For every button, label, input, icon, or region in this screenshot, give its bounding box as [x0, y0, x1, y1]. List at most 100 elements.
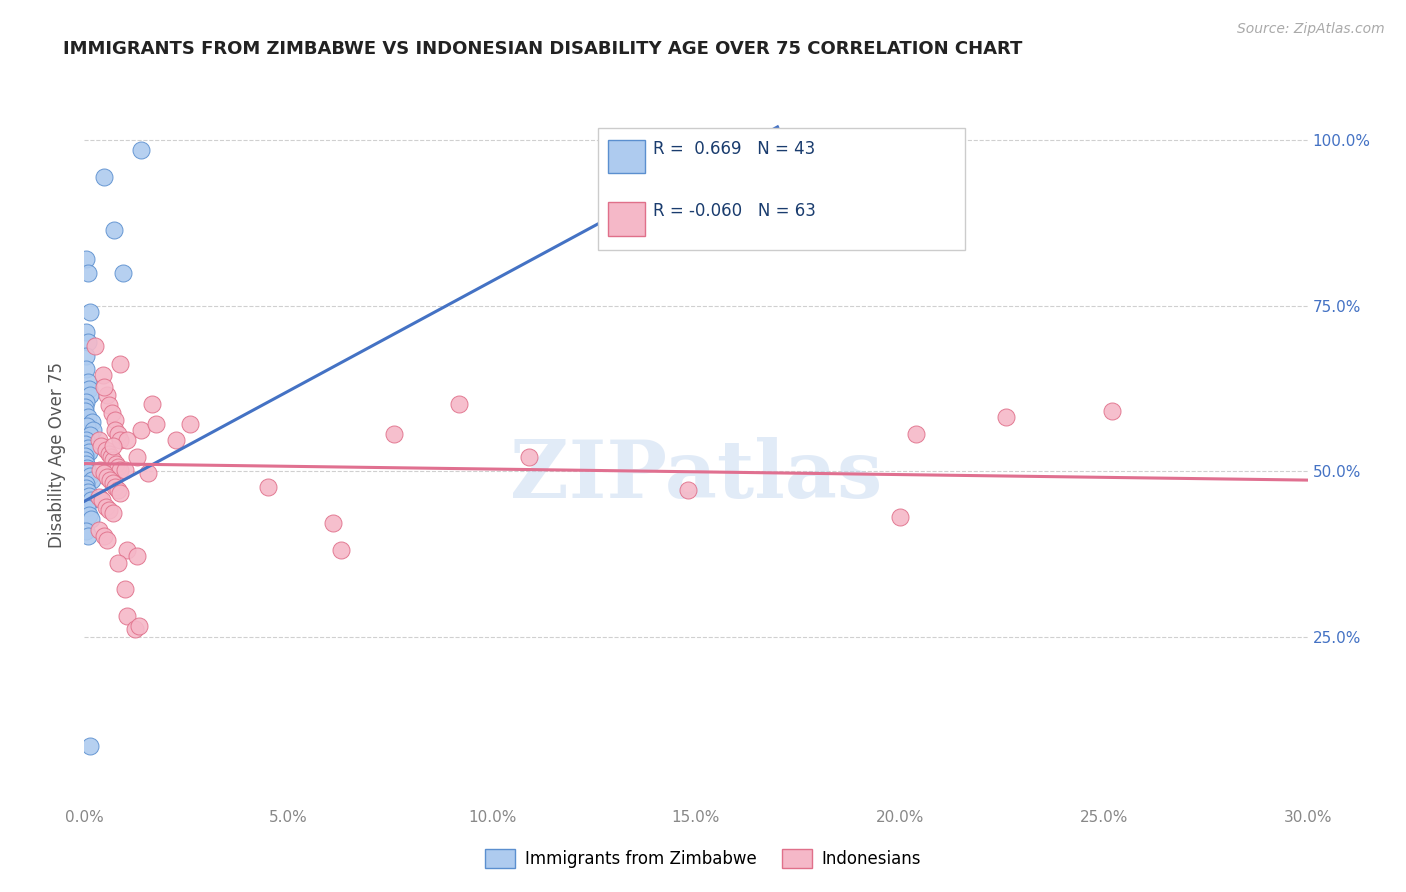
Point — [97, 503, 120, 517]
Text: R = -0.060   N = 63: R = -0.060 N = 63 — [654, 202, 815, 220]
Point — [257, 480, 280, 494]
Point — [75, 361, 97, 376]
Point — [1101, 403, 1123, 417]
Point — [76, 419, 98, 434]
Point — [80, 493, 103, 508]
Point — [76, 485, 98, 500]
Point — [112, 266, 135, 280]
Point — [179, 417, 201, 431]
Point — [101, 476, 124, 491]
Point — [75, 326, 97, 340]
Point — [889, 509, 911, 524]
Point — [94, 443, 117, 458]
Point — [110, 434, 132, 448]
Point — [75, 433, 97, 447]
Point — [115, 433, 138, 447]
Point — [76, 375, 98, 389]
Point — [82, 424, 104, 438]
Point — [91, 368, 114, 383]
Point — [94, 500, 117, 514]
Point — [322, 516, 344, 531]
Point — [115, 542, 138, 557]
Point — [76, 266, 98, 280]
Point — [75, 457, 97, 471]
Point — [79, 428, 101, 442]
Point — [131, 424, 153, 438]
Point — [131, 143, 153, 157]
Point — [75, 395, 97, 409]
Point — [87, 523, 110, 537]
Point — [330, 542, 353, 557]
Text: R =  0.669   N = 43: R = 0.669 N = 43 — [654, 140, 815, 158]
Point — [89, 463, 111, 477]
FancyBboxPatch shape — [598, 128, 965, 250]
Point — [107, 459, 129, 474]
Point — [105, 457, 128, 471]
Point — [77, 445, 100, 459]
Point — [97, 447, 120, 461]
Point — [994, 410, 1017, 425]
Point — [141, 397, 163, 411]
Point — [77, 382, 100, 396]
Point — [80, 473, 103, 487]
Point — [93, 467, 115, 481]
Point — [145, 417, 167, 431]
Point — [96, 533, 118, 547]
Point — [96, 470, 118, 484]
Point — [115, 609, 138, 624]
Point — [96, 388, 118, 402]
Point — [83, 338, 105, 352]
Point — [107, 556, 129, 570]
Point — [101, 453, 124, 467]
Point — [93, 529, 115, 543]
Point — [114, 463, 136, 477]
Point — [905, 426, 928, 441]
Point — [73, 453, 96, 467]
Point — [79, 305, 101, 319]
Point — [75, 449, 97, 463]
Point — [100, 450, 122, 464]
FancyBboxPatch shape — [607, 140, 644, 173]
Point — [79, 469, 101, 483]
Point — [127, 549, 149, 564]
Text: ZIPatlas: ZIPatlas — [510, 437, 882, 515]
Point — [449, 397, 471, 411]
Point — [77, 508, 100, 522]
Point — [124, 622, 146, 636]
Point — [73, 403, 96, 417]
Y-axis label: Disability Age Over 75: Disability Age Over 75 — [48, 362, 66, 548]
Point — [110, 486, 132, 500]
Legend: Immigrants from Zimbabwe, Indonesians: Immigrants from Zimbabwe, Indonesians — [478, 842, 928, 875]
Point — [87, 434, 110, 448]
Point — [104, 413, 127, 427]
Point — [98, 473, 121, 487]
Point — [75, 477, 97, 491]
Point — [101, 406, 124, 420]
FancyBboxPatch shape — [607, 202, 644, 235]
Point — [87, 490, 110, 504]
Point — [75, 524, 97, 538]
Point — [104, 480, 127, 494]
Point — [101, 506, 124, 520]
Point — [93, 379, 115, 393]
Point — [93, 169, 115, 184]
Point — [136, 467, 159, 481]
Point — [76, 529, 98, 543]
Point — [79, 739, 101, 754]
Point — [101, 439, 124, 453]
Point — [128, 619, 150, 633]
Point — [127, 450, 149, 464]
Point — [114, 582, 136, 597]
Point — [75, 349, 97, 363]
Point — [76, 441, 98, 455]
Point — [107, 427, 129, 442]
Point — [103, 222, 125, 236]
Point — [107, 483, 129, 497]
Point — [75, 252, 97, 267]
Point — [75, 400, 97, 414]
Point — [76, 335, 98, 350]
Point — [79, 388, 101, 402]
Text: IMMIGRANTS FROM ZIMBABWE VS INDONESIAN DISABILITY AGE OVER 75 CORRELATION CHART: IMMIGRANTS FROM ZIMBABWE VS INDONESIAN D… — [63, 40, 1022, 58]
Point — [676, 483, 699, 497]
Point — [80, 415, 103, 429]
